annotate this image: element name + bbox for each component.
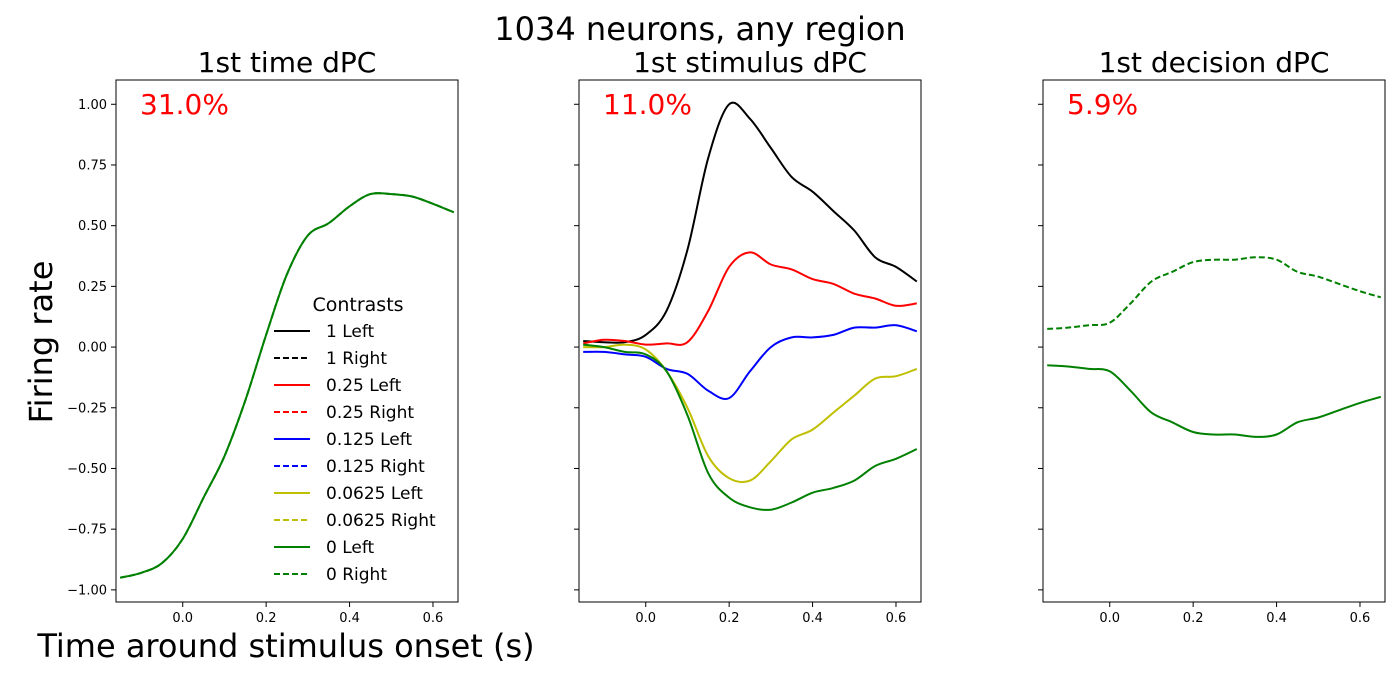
y-tick-label: 0.50 bbox=[78, 219, 107, 234]
series-line bbox=[583, 251, 917, 346]
x-tick-label: 0.4 bbox=[1266, 611, 1287, 626]
x-axis-label: Time around stimulus onset (s) bbox=[36, 627, 534, 665]
panel-title: 1st decision dPC bbox=[1099, 46, 1330, 79]
y-tick-label: 0.00 bbox=[78, 341, 107, 356]
panel-decision: 1st decision dPC 0.0 0.2 0.4 0.6 5.9% bbox=[1038, 46, 1386, 626]
series-line bbox=[583, 324, 918, 400]
x-tick-label: 0.0 bbox=[172, 611, 193, 626]
panel-stimulus: 1st stimulus dPC 0.0 0.2 0.4 0.6 11.0% bbox=[574, 46, 922, 626]
x-tick-label: 0.4 bbox=[802, 611, 823, 626]
y-tick-label: 0.25 bbox=[78, 280, 107, 295]
series-line bbox=[583, 343, 918, 484]
x-tick-label: 0.0 bbox=[1099, 611, 1120, 626]
y-tick-label: −0.25 bbox=[67, 401, 107, 416]
x-tick-label: 0.2 bbox=[256, 611, 277, 626]
legend-entry-label: 0 Right bbox=[326, 565, 387, 585]
legend-entry-label: 0.25 Right bbox=[326, 403, 414, 423]
y-tick-label: −0.50 bbox=[67, 462, 107, 477]
y-tick-label: −0.75 bbox=[67, 523, 107, 538]
legend-entry-label: 0.0625 Left bbox=[326, 484, 423, 504]
panel-time: 1st time dPC 0.0 0.2 0.4 0.6 1.00 0.75 0.50 0.25… bbox=[67, 46, 459, 626]
x-tick-label: 0.6 bbox=[1350, 611, 1371, 626]
x-tick-label: 0.6 bbox=[423, 611, 444, 626]
x-tick-label: 0.0 bbox=[635, 611, 656, 626]
legend-entry-label: 0.125 Right bbox=[326, 457, 425, 477]
axes-frame bbox=[115, 79, 459, 603]
series-line bbox=[583, 101, 918, 344]
x-tick-label: 0.6 bbox=[886, 611, 907, 626]
legend-entry-label: 1 Right bbox=[326, 349, 387, 369]
variance-annotation: 5.9% bbox=[1067, 88, 1138, 121]
legend: Contrasts 1 Left 1 Right 0.25 Left 0.25 Righ… bbox=[274, 294, 436, 585]
variance-annotation: 11.0% bbox=[603, 88, 692, 121]
y-tick-label: 1.00 bbox=[78, 98, 107, 113]
legend-entry-label: 0.25 Left bbox=[326, 376, 402, 396]
legend-entry-label: 0 Left bbox=[326, 538, 375, 558]
panel-title: 1st time dPC bbox=[198, 46, 377, 79]
legend-entry-label: 1 Left bbox=[326, 322, 375, 342]
panel-title: 1st stimulus dPC bbox=[633, 46, 867, 79]
axes-frame bbox=[578, 79, 922, 603]
y-axis-label: Firing rate bbox=[22, 261, 60, 424]
y-tick-label: −1.00 bbox=[67, 583, 107, 598]
x-tick-label: 0.2 bbox=[1183, 611, 1204, 626]
axes-frame bbox=[1042, 79, 1386, 603]
figure-suptitle: 1034 neurons, any region bbox=[494, 10, 905, 48]
x-tick-label: 0.2 bbox=[719, 611, 740, 626]
legend-entry-label: 0.125 Left bbox=[326, 430, 412, 450]
x-tick-label: 0.4 bbox=[339, 611, 360, 626]
series-line bbox=[1047, 256, 1382, 330]
legend-entry-label: 0.0625 Right bbox=[326, 511, 436, 531]
legend-title: Contrasts bbox=[312, 294, 403, 316]
series-line bbox=[583, 343, 918, 511]
y-tick-label: 0.75 bbox=[78, 158, 107, 173]
series-line bbox=[1047, 364, 1382, 438]
series-line bbox=[119, 192, 455, 579]
variance-annotation: 31.0% bbox=[140, 88, 229, 121]
